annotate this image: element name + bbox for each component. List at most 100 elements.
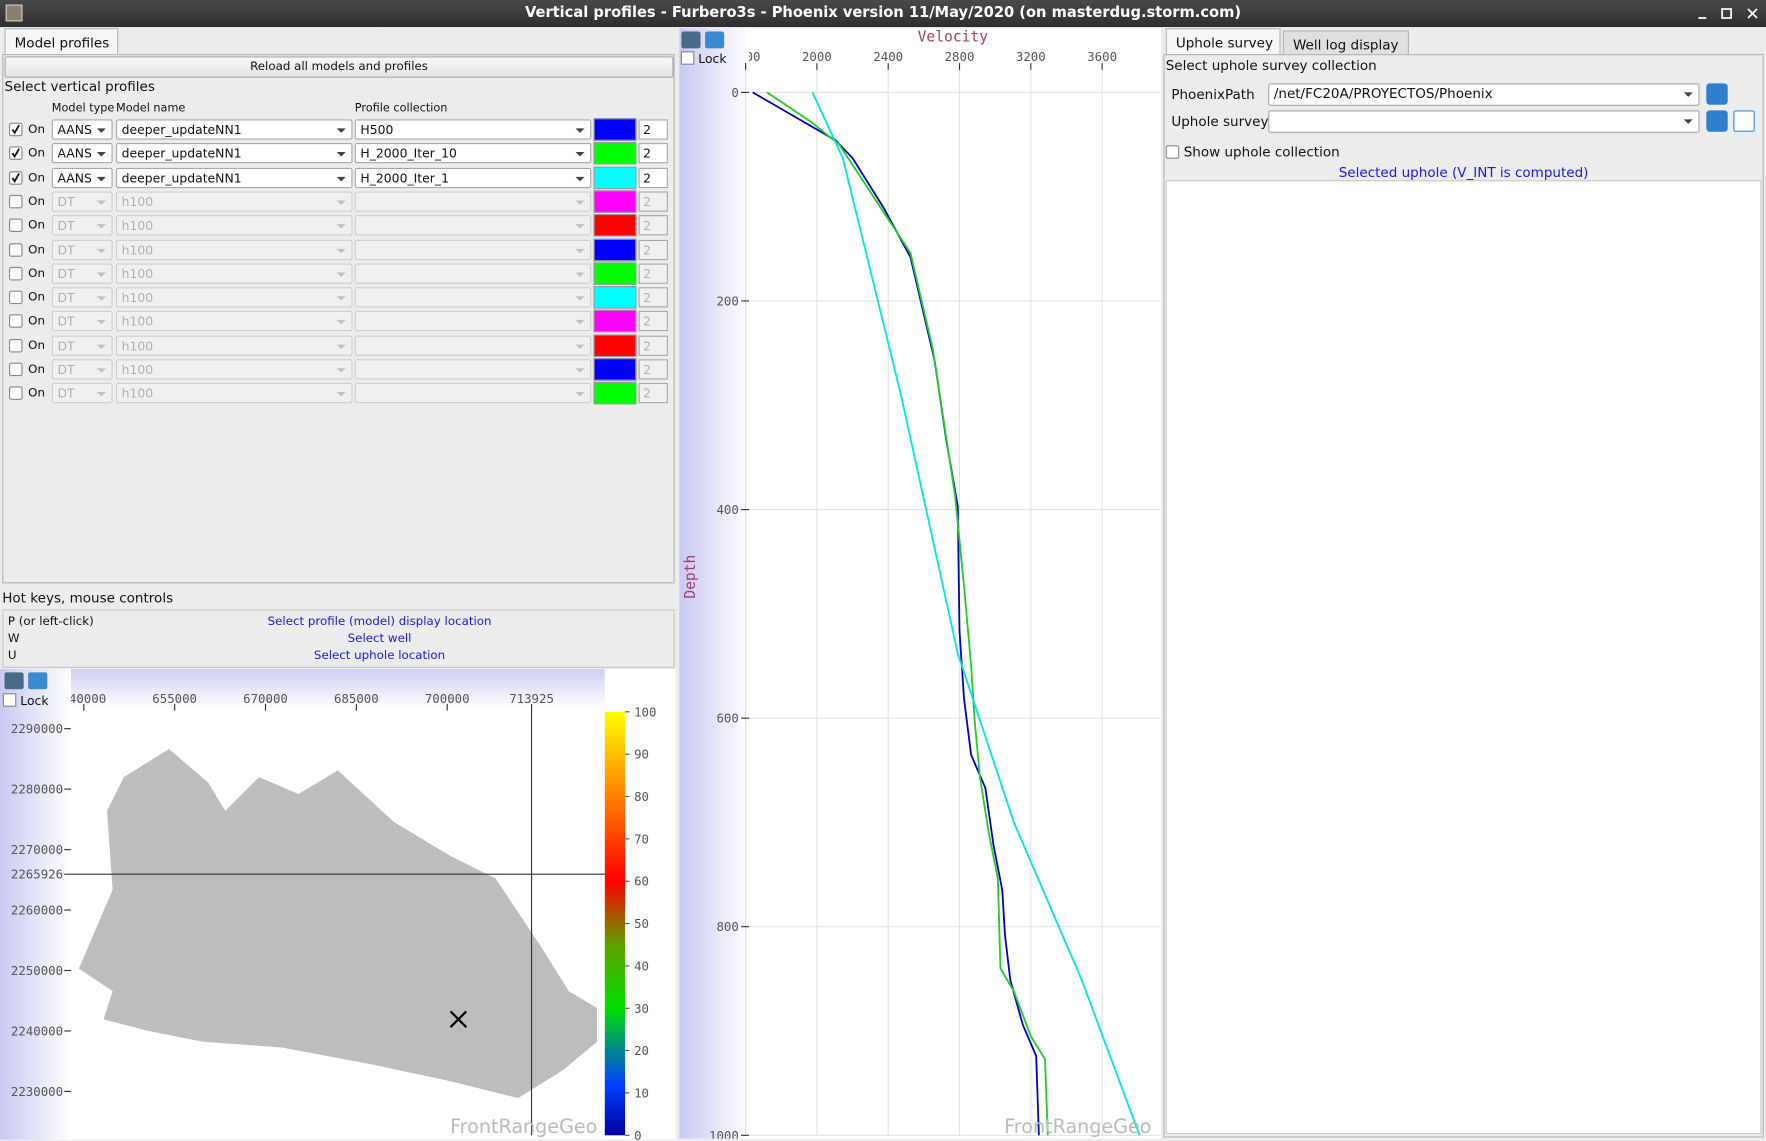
model-type[interactable]: DT bbox=[51, 263, 113, 284]
model-type[interactable]: DT bbox=[51, 311, 113, 332]
x-tick-label: 2800 bbox=[945, 50, 975, 64]
open-button[interactable] bbox=[1733, 110, 1755, 132]
line-width[interactable]: 2 bbox=[638, 239, 668, 260]
profile-collection[interactable] bbox=[354, 311, 592, 332]
color-swatch[interactable] bbox=[593, 142, 637, 165]
tab[interactable]: Model profiles bbox=[4, 28, 119, 56]
x-tick-label: 700000 bbox=[425, 692, 470, 706]
location-marker bbox=[449, 1010, 468, 1028]
profile-collection[interactable]: H_2000_Iter_1 bbox=[354, 167, 592, 188]
model-name[interactable]: h100 bbox=[116, 239, 353, 260]
camera-icon[interactable] bbox=[681, 31, 701, 49]
line-width[interactable]: 2 bbox=[638, 335, 668, 356]
model-name[interactable]: deeper_updateNN1 bbox=[116, 143, 353, 164]
profile-collection[interactable] bbox=[354, 287, 592, 308]
checkbox[interactable] bbox=[9, 242, 23, 257]
color-swatch[interactable] bbox=[593, 358, 637, 381]
model-type[interactable]: DT bbox=[51, 239, 113, 260]
model-type[interactable]: DT bbox=[51, 191, 113, 212]
checkbox[interactable] bbox=[9, 338, 23, 353]
model-type[interactable]: AANS bbox=[51, 119, 113, 140]
model-type[interactable]: AANS bbox=[51, 167, 113, 188]
checkbox[interactable] bbox=[680, 51, 695, 65]
color-swatch[interactable] bbox=[593, 238, 637, 261]
refresh-button[interactable] bbox=[1706, 83, 1728, 105]
model-name[interactable]: h100 bbox=[116, 191, 353, 212]
model-name[interactable]: h100 bbox=[116, 287, 353, 308]
model-type[interactable]: DT bbox=[51, 383, 113, 404]
tab[interactable]: Uphole survey bbox=[1165, 28, 1281, 56]
tab[interactable]: Well log display bbox=[1282, 30, 1409, 56]
profile-collection[interactable]: H_2000_Iter_10 bbox=[354, 143, 592, 164]
row-label: On bbox=[28, 386, 45, 401]
checkbox[interactable] bbox=[9, 218, 23, 233]
survey-combo[interactable] bbox=[1268, 110, 1700, 133]
checkbox[interactable] bbox=[9, 122, 23, 137]
checkbox[interactable] bbox=[2, 693, 17, 707]
hotkeys-box bbox=[2, 609, 675, 668]
window-buttons[interactable] bbox=[1695, 6, 1763, 22]
line-width[interactable]: 2 bbox=[638, 167, 668, 188]
profile-collection[interactable] bbox=[354, 263, 592, 284]
model-type[interactable]: AANS bbox=[51, 143, 113, 164]
y-tick-label: 800 bbox=[716, 920, 738, 934]
model-name[interactable]: h100 bbox=[116, 215, 353, 236]
checkbox[interactable] bbox=[9, 386, 23, 401]
reload-button[interactable]: Reload all models and profiles bbox=[4, 56, 674, 78]
color-swatch[interactable] bbox=[593, 286, 637, 309]
line-width[interactable]: 2 bbox=[638, 191, 668, 212]
model-name[interactable]: deeper_updateNN1 bbox=[116, 119, 353, 140]
model-name[interactable]: h100 bbox=[116, 335, 353, 356]
profile-collection[interactable]: H500 bbox=[354, 119, 592, 140]
line-width[interactable]: 2 bbox=[638, 311, 668, 332]
profile-collection[interactable] bbox=[354, 239, 592, 260]
line-width[interactable]: 2 bbox=[638, 215, 668, 236]
profile-collection[interactable] bbox=[354, 359, 592, 380]
color-swatch[interactable] bbox=[593, 334, 637, 357]
color-swatch[interactable] bbox=[593, 262, 637, 285]
profile-collection[interactable] bbox=[354, 215, 592, 236]
profile-collection[interactable] bbox=[354, 335, 592, 356]
camera-icon[interactable] bbox=[705, 31, 725, 49]
path-combo[interactable]: /net/FC20A/PROYECTOS/Phoenix bbox=[1268, 83, 1700, 106]
line-width[interactable]: 2 bbox=[638, 143, 668, 164]
profile-collection[interactable] bbox=[354, 383, 592, 404]
model-name[interactable]: h100 bbox=[116, 359, 353, 380]
profile-collection[interactable] bbox=[354, 191, 592, 212]
line-width[interactable]: 2 bbox=[638, 263, 668, 284]
checkbox[interactable] bbox=[9, 170, 23, 185]
refresh-button[interactable] bbox=[1706, 110, 1728, 132]
checkbox[interactable] bbox=[9, 290, 23, 305]
model-name[interactable]: h100 bbox=[116, 263, 353, 284]
model-type[interactable]: DT bbox=[51, 287, 113, 308]
checkbox[interactable] bbox=[9, 146, 23, 161]
model-type[interactable]: DT bbox=[51, 335, 113, 356]
line-width[interactable]: 2 bbox=[638, 383, 668, 404]
model-type[interactable]: DT bbox=[51, 215, 113, 236]
camera-icon[interactable] bbox=[4, 672, 24, 690]
color-swatch[interactable] bbox=[593, 190, 637, 213]
velocity-plot[interactable]: 1600 2000 2400 2800 3200 3600 0 200 400 600 800 100… bbox=[679, 28, 1162, 1139]
model-name[interactable]: deeper_updateNN1 bbox=[116, 167, 353, 188]
checkbox[interactable] bbox=[1165, 145, 1180, 159]
model-name[interactable]: h100 bbox=[116, 311, 353, 332]
checkbox[interactable] bbox=[9, 314, 23, 329]
map[interactable]: 640000 655000 670000 685000 700000 713925 2290… bbox=[0, 669, 676, 1140]
checkbox[interactable] bbox=[9, 194, 23, 209]
line-width[interactable]: 2 bbox=[638, 119, 668, 140]
model-name[interactable]: h100 bbox=[116, 383, 353, 404]
color-swatch[interactable] bbox=[593, 214, 637, 237]
model-type[interactable]: DT bbox=[51, 359, 113, 380]
checkbox[interactable] bbox=[9, 362, 23, 377]
color-swatch[interactable] bbox=[593, 166, 637, 189]
line-width[interactable]: 2 bbox=[638, 287, 668, 308]
colorbar-label: 40 bbox=[634, 959, 649, 973]
camera-icon[interactable] bbox=[28, 672, 48, 690]
hotkeys-title: Hot keys, mouse controls bbox=[2, 590, 174, 606]
color-swatch[interactable] bbox=[593, 310, 637, 333]
color-swatch[interactable] bbox=[593, 118, 637, 141]
colorbar-label: 100 bbox=[634, 705, 656, 719]
line-width[interactable]: 2 bbox=[638, 359, 668, 380]
color-swatch[interactable] bbox=[593, 382, 637, 405]
checkbox[interactable] bbox=[9, 266, 23, 281]
